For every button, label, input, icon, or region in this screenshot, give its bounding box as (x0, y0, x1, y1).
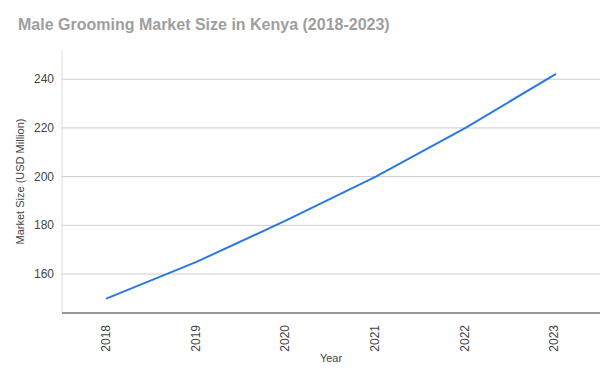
chart-container: Male Grooming Market Size in Kenya (2018… (0, 0, 616, 380)
x-tick-label: 2023 (547, 325, 561, 352)
chart-svg: Male Grooming Market Size in Kenya (2018… (0, 0, 616, 380)
x-axis-line (62, 313, 600, 314)
plot-area (107, 74, 555, 298)
y-tick-label: 180 (34, 218, 54, 232)
y-tick-label: 220 (34, 121, 54, 135)
x-tick-label: 2019 (189, 325, 203, 352)
y-tick-label: 200 (34, 170, 54, 184)
chart-title: Male Grooming Market Size in Kenya (2018… (18, 16, 390, 33)
y-tick-label: 240 (34, 72, 54, 86)
y-axis-line (62, 50, 63, 313)
grid-line (62, 79, 600, 80)
y-tick-label: 160 (34, 267, 54, 281)
x-tick-label: 2021 (368, 325, 382, 352)
grid-line (62, 127, 600, 128)
x-tick-label: 2020 (278, 325, 292, 352)
x-tick-label: 2022 (458, 325, 472, 352)
y-axis-label: Market Size (USD Million) (14, 119, 26, 245)
x-axis-label: Year (320, 352, 343, 364)
grid-line (62, 225, 600, 226)
data-line (107, 74, 555, 298)
x-tick-label: 2018 (99, 325, 113, 352)
grid-line (62, 274, 600, 275)
grid-line (62, 176, 600, 177)
